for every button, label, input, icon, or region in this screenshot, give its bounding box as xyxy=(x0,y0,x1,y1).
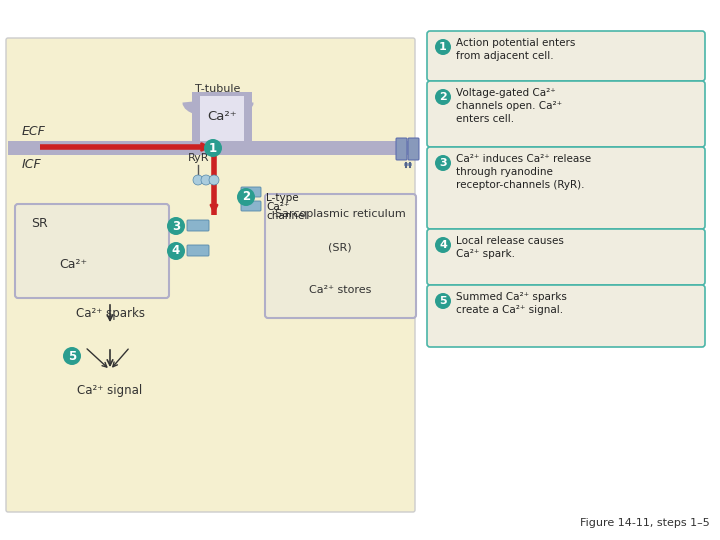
Text: SR: SR xyxy=(31,217,48,230)
Circle shape xyxy=(237,188,255,206)
FancyBboxPatch shape xyxy=(427,31,705,81)
Circle shape xyxy=(201,175,211,185)
Bar xyxy=(8,141,413,155)
FancyBboxPatch shape xyxy=(427,81,705,147)
Text: T-tubule: T-tubule xyxy=(195,84,240,94)
Text: Ca²⁺ signal: Ca²⁺ signal xyxy=(77,384,143,397)
Circle shape xyxy=(63,347,81,365)
Bar xyxy=(192,92,252,102)
FancyBboxPatch shape xyxy=(187,245,209,256)
Text: Voltage-gated Ca²⁺
channels open. Ca²⁺
enters cell.: Voltage-gated Ca²⁺ channels open. Ca²⁺ e… xyxy=(456,88,562,124)
Text: Local release causes
Ca²⁺ spark.: Local release causes Ca²⁺ spark. xyxy=(456,236,564,259)
Text: Ca²⁺ sparks: Ca²⁺ sparks xyxy=(76,307,145,320)
Text: Ca²⁺: Ca²⁺ xyxy=(266,202,289,212)
Text: 3: 3 xyxy=(439,158,447,168)
Text: Summed Ca²⁺ sparks
create a Ca²⁺ signal.: Summed Ca²⁺ sparks create a Ca²⁺ signal. xyxy=(456,292,567,315)
Circle shape xyxy=(209,175,219,185)
Text: 1: 1 xyxy=(439,42,447,52)
Text: channel: channel xyxy=(266,211,307,221)
Text: 2: 2 xyxy=(439,92,447,102)
FancyBboxPatch shape xyxy=(265,194,416,318)
FancyBboxPatch shape xyxy=(427,229,705,285)
Bar xyxy=(192,102,200,155)
Circle shape xyxy=(435,237,451,253)
Text: Sarcoplasmic reticulum: Sarcoplasmic reticulum xyxy=(274,209,405,219)
Circle shape xyxy=(435,39,451,55)
Text: Ca²⁺ induces Ca²⁺ release
through ryanodine
receptor-channels (RyR).: Ca²⁺ induces Ca²⁺ release through ryanod… xyxy=(456,154,591,191)
Text: 4: 4 xyxy=(172,245,180,258)
FancyBboxPatch shape xyxy=(408,138,419,160)
Text: Ca²⁺: Ca²⁺ xyxy=(59,259,87,272)
Circle shape xyxy=(193,175,203,185)
Text: 5: 5 xyxy=(68,349,76,362)
FancyBboxPatch shape xyxy=(396,138,407,160)
Circle shape xyxy=(167,242,185,260)
Text: L-type: L-type xyxy=(266,193,299,203)
Circle shape xyxy=(167,217,185,235)
Bar xyxy=(244,102,252,155)
FancyBboxPatch shape xyxy=(15,204,169,298)
FancyBboxPatch shape xyxy=(241,187,261,197)
Circle shape xyxy=(435,293,451,309)
Text: Ca²⁺: Ca²⁺ xyxy=(207,110,237,123)
FancyBboxPatch shape xyxy=(6,38,415,512)
Bar xyxy=(200,96,244,155)
FancyBboxPatch shape xyxy=(427,147,705,229)
Text: ECF: ECF xyxy=(22,125,46,138)
Text: 5: 5 xyxy=(439,296,447,306)
Circle shape xyxy=(435,155,451,171)
Text: 1: 1 xyxy=(209,141,217,154)
FancyBboxPatch shape xyxy=(427,285,705,347)
FancyBboxPatch shape xyxy=(241,201,261,211)
Text: ICF: ICF xyxy=(22,158,42,171)
Text: 3: 3 xyxy=(172,219,180,233)
Circle shape xyxy=(204,139,222,157)
Text: Figure 14-11, steps 1–5: Figure 14-11, steps 1–5 xyxy=(580,518,710,528)
Text: 2: 2 xyxy=(242,191,250,204)
Text: (SR): (SR) xyxy=(328,243,352,253)
Circle shape xyxy=(435,89,451,105)
Text: Ca²⁺ stores: Ca²⁺ stores xyxy=(309,285,372,295)
Text: RyR: RyR xyxy=(188,153,210,163)
Text: 4: 4 xyxy=(439,240,447,250)
Text: Action potential enters
from adjacent cell.: Action potential enters from adjacent ce… xyxy=(456,38,575,61)
FancyBboxPatch shape xyxy=(187,220,209,231)
